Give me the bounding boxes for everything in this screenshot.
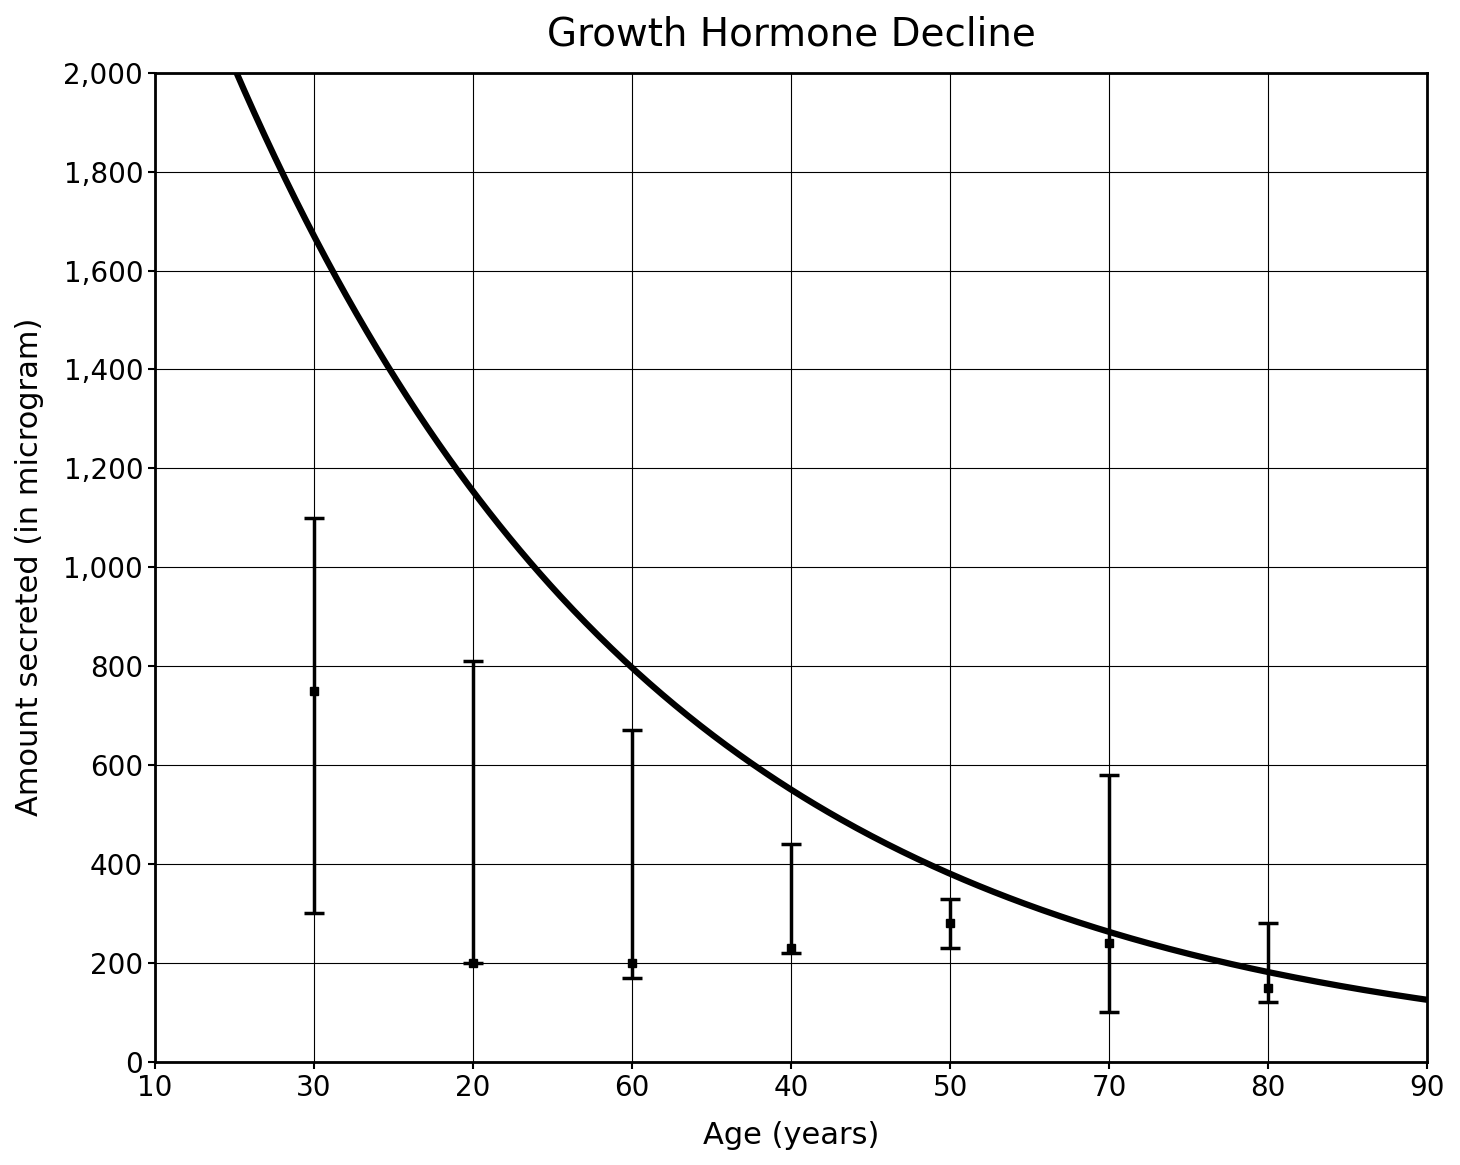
Title: Growth Hormone Decline: Growth Hormone Decline	[546, 15, 1035, 52]
Y-axis label: Amount secreted (in microgram): Amount secreted (in microgram)	[15, 318, 44, 817]
X-axis label: Age (years): Age (years)	[702, 1121, 879, 1150]
